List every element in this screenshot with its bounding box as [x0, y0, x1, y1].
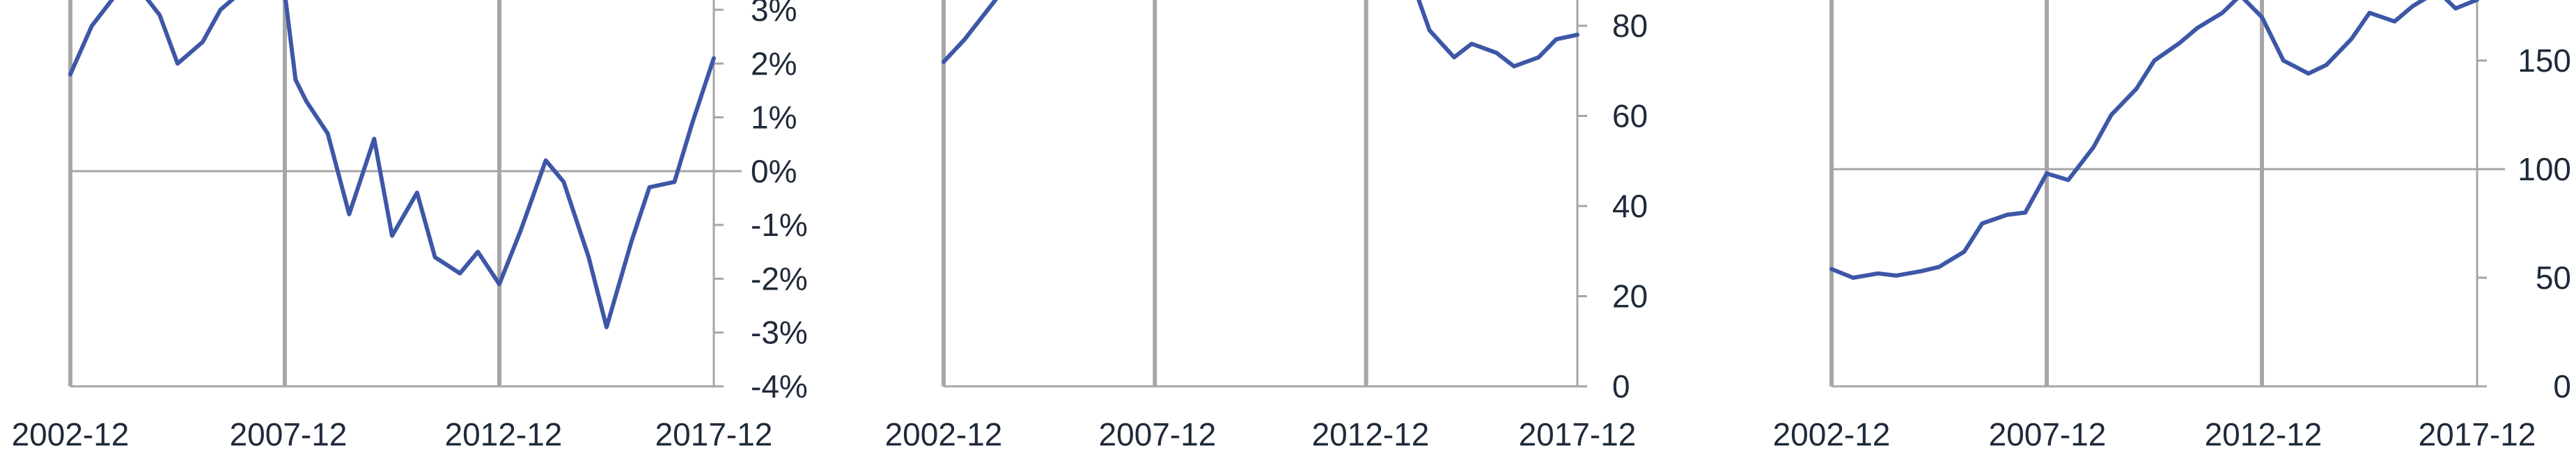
y-tick-label: 0: [2553, 368, 2571, 404]
x-tick-label: 2007-12: [1989, 416, 2107, 452]
x-tick-label: 2002-12: [1773, 416, 1891, 452]
y-tick-label: -3%: [751, 315, 808, 351]
x-tick-label: 2012-12: [2205, 416, 2323, 452]
x-tick-label: 2012-12: [445, 416, 563, 452]
y-tick-label: -4%: [751, 368, 808, 404]
chart-panel-1: 3% 2% 1% 0% -1% -2% -3% -4% 2002-12 2007-12 2012-1…: [12, 0, 808, 452]
x-tick-label: 2017-12: [655, 416, 773, 452]
chart-panel-3: 150 100 50 0 2002-12 2007-12 2012-12 2017-12: [1773, 0, 2571, 452]
y-tick-label: 2%: [751, 45, 797, 81]
y-tick-label: 100: [2518, 151, 2571, 187]
y-tick-label: 150: [2518, 42, 2571, 79]
x-tick-label: 2012-12: [1312, 416, 1430, 452]
y-tick-label: 0: [1612, 368, 1630, 404]
y-tick-label: 1%: [751, 100, 797, 136]
x-tick-label: 2017-12: [1519, 416, 1637, 452]
x-tick-label: 2017-12: [2419, 416, 2536, 452]
y-tick-label: 80: [1612, 8, 1648, 44]
y-tick-label: 0%: [751, 153, 797, 189]
y-tick-label: -2%: [751, 260, 808, 297]
y-tick-label: 3%: [751, 0, 797, 28]
x-tick-label: 2007-12: [1099, 416, 1217, 452]
series-line: [68, 0, 716, 329]
series-line: [1829, 0, 2479, 280]
series-line: [942, 0, 1579, 69]
y-tick-label: 60: [1612, 98, 1648, 134]
y-tick-label: -1%: [751, 207, 808, 243]
y-tick-label: 50: [2536, 260, 2571, 296]
y-tick-label: 20: [1612, 278, 1648, 315]
y-tick-label: 40: [1612, 188, 1648, 224]
x-tick-label: 2002-12: [12, 416, 130, 452]
chart-panel-2: 80 60 40 20 0 2002-12 2007-12 2012-12 2017-12: [885, 0, 1648, 452]
x-tick-label: 2007-12: [230, 416, 348, 452]
x-tick-label: 2002-12: [885, 416, 1003, 452]
